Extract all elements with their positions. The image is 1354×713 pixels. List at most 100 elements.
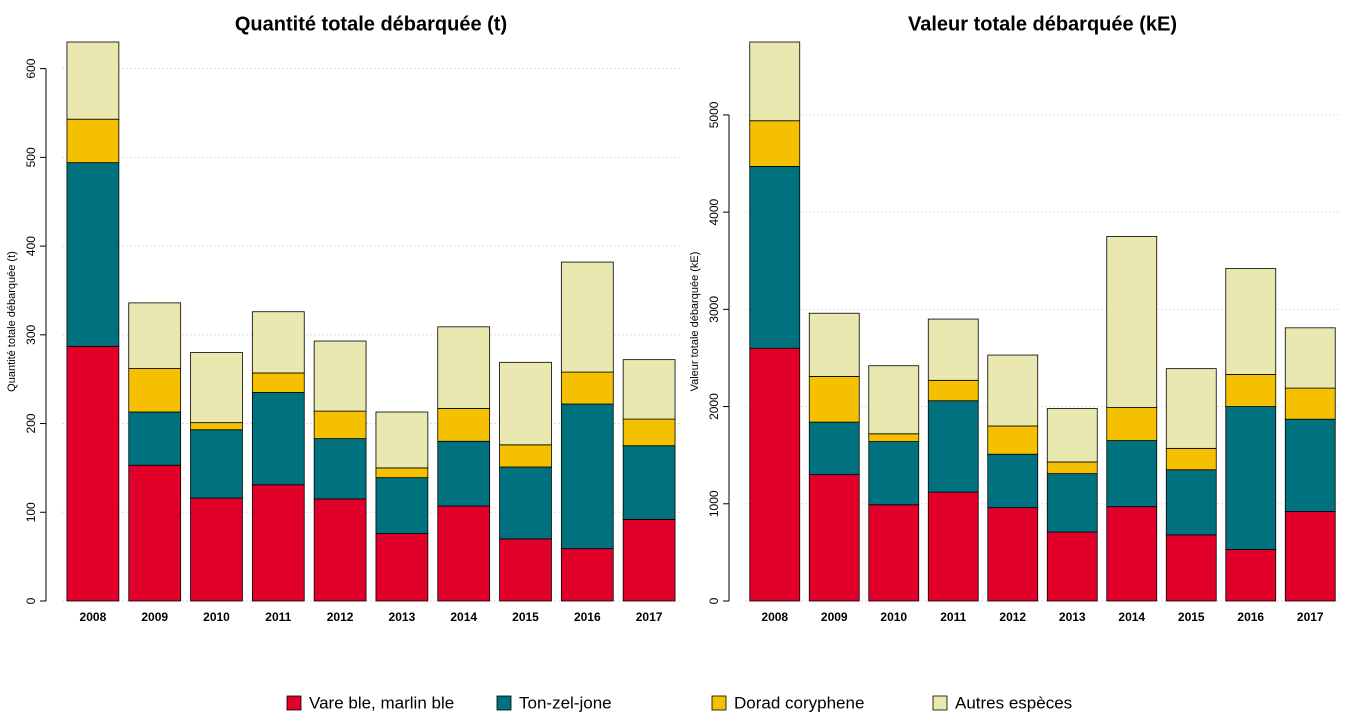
bar-segment <box>927 491 979 602</box>
x-tick-label: 2017 <box>1297 610 1324 624</box>
x-tick-label: 2012 <box>327 610 354 624</box>
bar-segment <box>251 484 305 602</box>
bar-segment <box>1284 511 1336 602</box>
y-tick-label: 2000 <box>707 393 721 420</box>
bar-segment <box>1225 406 1277 550</box>
bar-segment <box>622 518 676 602</box>
x-tick-label: 2013 <box>389 610 416 624</box>
x-tick-label: 2014 <box>1118 610 1145 624</box>
bar-segment <box>128 302 182 369</box>
bar-segment <box>1106 440 1158 508</box>
y-tick-label: 5000 <box>707 101 721 128</box>
bar-segment <box>560 261 614 373</box>
bar-segment <box>313 410 367 440</box>
bar-segment <box>375 411 429 469</box>
bar-segment <box>313 340 367 412</box>
bar-segment <box>868 433 920 442</box>
bar-segment <box>1046 531 1098 602</box>
bar-segment <box>749 120 801 167</box>
bar-segment <box>622 359 676 420</box>
bar-segment <box>749 347 801 602</box>
x-tick-label: 2013 <box>1059 610 1086 624</box>
y-tick-label: 600 <box>24 58 38 78</box>
bar-segment <box>622 445 676 520</box>
bar-segment <box>66 41 120 120</box>
bar-segment <box>1225 268 1277 375</box>
bar-segment <box>251 311 305 374</box>
bar-segment <box>808 474 860 602</box>
x-tick-label: 2010 <box>203 610 230 624</box>
bar-segment <box>128 368 182 413</box>
bar-segment <box>1284 327 1336 389</box>
bar-segment <box>313 438 367 500</box>
y-tick-label: 100 <box>24 502 38 522</box>
x-tick-label: 2016 <box>574 610 601 624</box>
bar-segment <box>1106 236 1158 408</box>
bar-segment <box>437 505 491 602</box>
bar-segment <box>1284 387 1336 420</box>
legend-label: Ton-zel-jone <box>519 693 612 712</box>
bar-segment <box>499 538 552 602</box>
bar-segment <box>1225 374 1277 407</box>
legend-label: Dorad coryphene <box>734 693 864 712</box>
bar-segment <box>66 118 120 164</box>
bar-segment <box>1165 368 1217 449</box>
legend-label: Vare ble, marlin ble <box>309 693 454 712</box>
y-tick-label: 0 <box>707 597 721 604</box>
bar-segment <box>1046 408 1098 463</box>
x-tick-label: 2014 <box>450 610 477 624</box>
y-tick-label: 300 <box>24 324 38 344</box>
chart-title: Quantité totale débarquée (t) <box>235 13 507 35</box>
bar-segment <box>499 361 552 446</box>
bar-segment <box>1165 447 1217 471</box>
bar-segment <box>749 41 801 122</box>
bar-segment <box>251 372 305 393</box>
legend-swatch <box>711 695 727 711</box>
bar-segment <box>128 464 182 602</box>
bar-segment <box>1046 473 1098 533</box>
x-tick-label: 2011 <box>940 610 966 624</box>
bar-segment <box>560 371 614 405</box>
bar-segment <box>375 477 429 534</box>
x-tick-label: 2012 <box>999 610 1026 624</box>
bar-segment <box>1046 461 1098 475</box>
bar-segment <box>987 354 1039 427</box>
bar-segment <box>437 440 491 507</box>
bar-segment <box>375 467 429 479</box>
bar-segment <box>927 400 979 493</box>
bar-segment <box>1106 506 1158 602</box>
bar-segment <box>868 441 920 506</box>
bar-segment <box>868 504 920 602</box>
y-axis-label: Quantité totale débarquée (t) <box>6 251 18 392</box>
bar-segment <box>749 166 801 349</box>
bar-segment <box>499 466 552 540</box>
bar-segment <box>251 392 305 486</box>
x-tick-label: 2009 <box>141 610 168 624</box>
x-tick-label: 2011 <box>265 610 291 624</box>
legend-swatch <box>932 695 948 711</box>
bar-segment <box>808 376 860 423</box>
bar-segment <box>499 444 552 468</box>
chart-title: Valeur totale débarquée (kE) <box>908 13 1177 35</box>
y-tick-label: 3000 <box>707 296 721 323</box>
bar-segment <box>1284 418 1336 512</box>
bar-segment <box>190 422 243 431</box>
bar-segment <box>375 533 429 602</box>
legend-swatch <box>496 695 512 711</box>
y-tick-label: 0 <box>24 597 38 604</box>
x-tick-label: 2015 <box>1178 610 1205 624</box>
bar-segment <box>560 403 614 550</box>
bar-segment <box>868 365 920 435</box>
x-tick-label: 2010 <box>880 610 907 624</box>
legend-swatch <box>286 695 302 711</box>
bar-segment <box>66 345 120 602</box>
bar-segment <box>987 453 1039 509</box>
y-tick-label: 4000 <box>707 198 721 225</box>
bar-segment <box>560 548 614 602</box>
y-axis-label: Valeur totale débarquée (kE) <box>689 252 701 392</box>
bar-segment <box>808 312 860 377</box>
legend-label: Autres espèces <box>955 693 1072 712</box>
bar-segment <box>808 421 860 476</box>
bar-segment <box>927 379 979 402</box>
